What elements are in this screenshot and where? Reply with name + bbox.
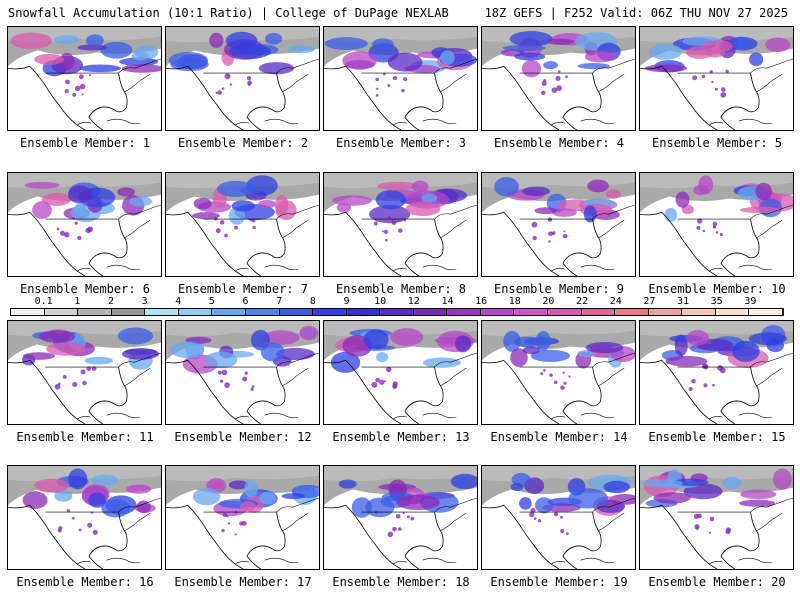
colorbar-label: 22 xyxy=(576,296,589,307)
ensemble-member-label: Ensemble Member: 4 xyxy=(493,136,625,150)
ensemble-member-label: Ensemble Member: 18 xyxy=(332,575,470,589)
colorbar-label: 24 xyxy=(609,296,622,307)
ensemble-member-label: Ensemble Member: 6 xyxy=(19,282,151,296)
colorbar-label: 5 xyxy=(208,296,215,307)
ensemble-map xyxy=(165,465,320,570)
colorbar-label: 3 xyxy=(141,296,148,307)
colorbar-swatch xyxy=(178,309,213,315)
ensemble-member-label: Ensemble Member: 11 xyxy=(16,430,154,444)
ensemble-member-label: Ensemble Member: 17 xyxy=(174,575,312,589)
colorbar-swatch xyxy=(715,309,750,315)
colorbar-label: 20 xyxy=(542,296,555,307)
colorbar-swatch xyxy=(749,309,783,315)
colorbar-swatch xyxy=(548,309,582,315)
ensemble-member-label: Ensemble Member: 16 xyxy=(16,575,154,589)
ensemble-member-label: Ensemble Member: 19 xyxy=(490,575,628,589)
colorbar-label: 12 xyxy=(407,296,420,307)
ensemble-map xyxy=(639,465,794,570)
colorbar-swatch xyxy=(111,309,146,315)
colorbar-label: 2 xyxy=(107,296,114,307)
colorbar-swatch xyxy=(682,309,716,315)
colorbar-label: 1 xyxy=(74,296,81,307)
chart-title: Snowfall Accumulation (10:1 Ratio) | Col… xyxy=(8,6,449,20)
colorbar-label: 27 xyxy=(643,296,656,307)
colorbar-swatch xyxy=(447,309,481,315)
ensemble-map xyxy=(165,26,320,131)
colorbar-swatch xyxy=(380,309,414,315)
colorbar-swatch xyxy=(346,309,381,315)
colorbar-label: 39 xyxy=(744,296,757,307)
ensemble-member-label: Ensemble Member: 20 xyxy=(648,575,786,589)
ensemble-member-label: Ensemble Member: 7 xyxy=(177,282,309,296)
colorbar xyxy=(10,308,784,316)
colorbar-swatch xyxy=(78,309,112,315)
ensemble-map xyxy=(639,172,794,277)
colorbar-label: 18 xyxy=(508,296,521,307)
colorbar-label: 9 xyxy=(343,296,350,307)
ensemble-member-label: Ensemble Member: 10 xyxy=(648,282,786,296)
colorbar-label: 7 xyxy=(276,296,283,307)
ensemble-member-label: Ensemble Member: 5 xyxy=(651,136,783,150)
ensemble-member-label: Ensemble Member: 8 xyxy=(335,282,467,296)
ensemble-member-label: Ensemble Member: 14 xyxy=(490,430,628,444)
ensemble-member-label: Ensemble Member: 12 xyxy=(174,430,312,444)
ensemble-map xyxy=(7,465,162,570)
colorbar-swatch xyxy=(279,309,314,315)
colorbar-swatch xyxy=(648,309,683,315)
ensemble-map xyxy=(639,320,794,425)
ensemble-map xyxy=(323,26,478,131)
ensemble-member-label: Ensemble Member: 15 xyxy=(648,430,786,444)
ensemble-map xyxy=(165,320,320,425)
colorbar-label: 16 xyxy=(475,296,488,307)
colorbar-label: 4 xyxy=(175,296,182,307)
ensemble-map xyxy=(481,465,636,570)
colorbar-swatch xyxy=(413,309,448,315)
colorbar-label: 10 xyxy=(374,296,387,307)
colorbar-labels: 0.1 1 2 3 4 5 6 7 8 9 10 12 14 16 18 20 22 24 27 31 35 39 xyxy=(10,296,784,307)
colorbar-label: 8 xyxy=(309,296,316,307)
ensemble-map xyxy=(323,320,478,425)
colorbar-label: 6 xyxy=(242,296,249,307)
ensemble-member-label: Ensemble Member: 3 xyxy=(335,136,467,150)
ensemble-map xyxy=(7,172,162,277)
ensemble-member-label: Ensemble Member: 9 xyxy=(493,282,625,296)
colorbar-label: 14 xyxy=(441,296,454,307)
colorbar-swatch xyxy=(245,309,280,315)
ensemble-map xyxy=(7,320,162,425)
colorbar-swatch xyxy=(44,309,79,315)
ensemble-map xyxy=(481,320,636,425)
ensemble-map xyxy=(323,465,478,570)
colorbar-swatch xyxy=(480,309,515,315)
colorbar-swatch xyxy=(615,309,649,315)
colorbar-label: 31 xyxy=(677,296,690,307)
colorbar-swatch xyxy=(581,309,616,315)
ensemble-member-label: Ensemble Member: 1 xyxy=(19,136,151,150)
colorbar-swatch xyxy=(145,309,179,315)
ensemble-map xyxy=(323,172,478,277)
ensemble-member-label: Ensemble Member: 2 xyxy=(177,136,309,150)
ensemble-map xyxy=(639,26,794,131)
colorbar-swatch xyxy=(11,309,45,315)
ensemble-map xyxy=(481,26,636,131)
colorbar-swatch xyxy=(514,309,548,315)
ensemble-member-label: Ensemble Member: 13 xyxy=(332,430,470,444)
colorbar-swatch xyxy=(212,309,246,315)
model-run-info: 18Z GEFS | F252 Valid: 06Z THU NOV 27 20… xyxy=(484,6,788,20)
colorbar-label: 0.1 xyxy=(34,296,53,307)
ensemble-map xyxy=(165,172,320,277)
colorbar-swatch xyxy=(313,309,347,315)
colorbar-label: 35 xyxy=(710,296,723,307)
ensemble-map xyxy=(481,172,636,277)
ensemble-map xyxy=(7,26,162,131)
